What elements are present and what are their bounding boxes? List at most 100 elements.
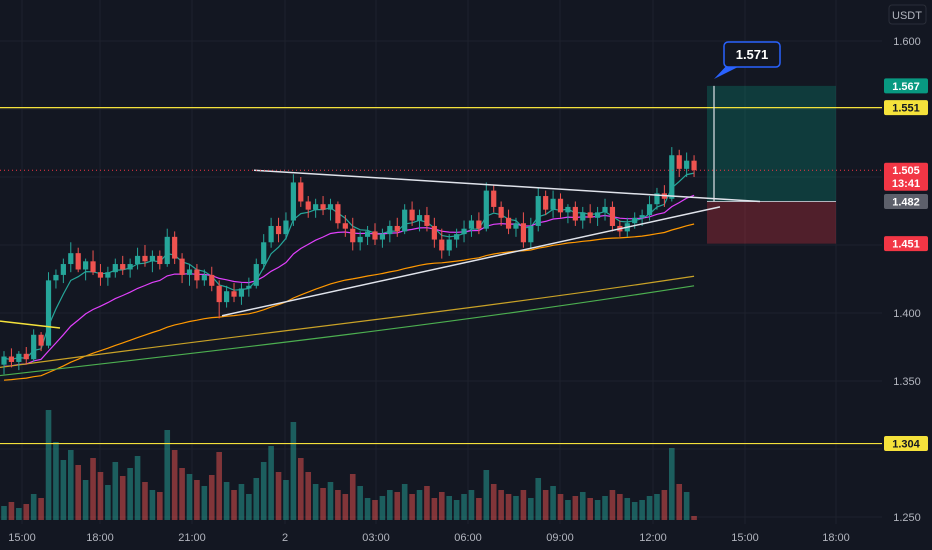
- price-tag-value-2: 1.505: [892, 165, 920, 177]
- candle-body-51: [379, 234, 386, 240]
- candle-body-60: [446, 239, 452, 251]
- volume-bar-87: [646, 496, 653, 520]
- volume-bar-57: [424, 486, 430, 520]
- moving-averages: [0, 172, 695, 381]
- candle-body-88: [654, 193, 660, 205]
- volume-bar-40: [298, 458, 304, 520]
- volume-bar-70: [520, 490, 527, 520]
- volume-bar-64: [476, 498, 482, 520]
- candle-body-16: [120, 264, 126, 270]
- candle-body-28: [209, 274, 215, 286]
- volume-bar-3: [23, 504, 30, 520]
- volume-bar-59: [438, 492, 445, 520]
- y-tick-label-0: 1.600: [893, 36, 921, 48]
- candle-body-79: [587, 212, 593, 218]
- volume-bar-17: [127, 468, 133, 520]
- candle-body-54: [402, 209, 408, 232]
- ema-long-line: [3, 223, 695, 381]
- price-axis[interactable]: USDT 1.600 1.400 1.350 1.250 1.567 1.551 1.505…: [882, 0, 932, 524]
- volume-bar-51: [379, 496, 386, 520]
- candle-body-15: [112, 264, 118, 273]
- x-tick-label-3: 2: [282, 532, 288, 544]
- trend-drawings[interactable]: [0, 169, 761, 329]
- price-tag-1: [884, 100, 928, 116]
- volume-bar-19: [142, 482, 148, 520]
- currency-badge[interactable]: [888, 4, 927, 25]
- horizontal-levels[interactable]: [0, 107, 882, 445]
- ema-mid-line: [3, 194, 695, 367]
- candle-body-38: [283, 220, 289, 235]
- candle-body-48: [357, 236, 363, 243]
- price-tag-value-1: 1.551: [892, 103, 920, 115]
- candle-body-78: [580, 212, 586, 221]
- long-position-box[interactable]: [707, 85, 836, 244]
- price-callout[interactable]: 1.571: [713, 41, 781, 202]
- candle-body-45: [335, 204, 341, 224]
- volume-bar-14: [105, 485, 111, 520]
- volume-bar-82: [609, 490, 616, 520]
- candle-body-50: [372, 231, 378, 240]
- volume-bar-12: [90, 458, 96, 520]
- volume-bar-27: [201, 486, 208, 520]
- volume-bar-22: [164, 430, 171, 520]
- volume-bar-66: [490, 484, 497, 520]
- volume-bar-2: [16, 508, 22, 520]
- candle-body-25: [186, 269, 193, 275]
- volume-bar-83: [617, 494, 623, 520]
- volume-bar-76: [565, 500, 571, 520]
- candle-body-65: [483, 190, 489, 229]
- candle-body-36: [268, 225, 274, 243]
- callout-value: 1.571: [736, 47, 769, 62]
- volume-bar-91: [676, 484, 683, 520]
- candle-body-41: [305, 201, 311, 210]
- volume-bar-38: [283, 480, 289, 520]
- volume-bar-73: [542, 490, 549, 520]
- candle-body-12: [90, 261, 96, 273]
- candle-body-8: [60, 264, 66, 275]
- volume-bar-26: [194, 480, 200, 520]
- volume-bar-6: [45, 410, 52, 520]
- time-axis[interactable]: 15:00 18:00 21:00 2 03:00 06:00 09:00 12:00 15:0…: [0, 524, 932, 550]
- candle-body-43: [320, 204, 326, 210]
- volume-bar-5: [38, 498, 44, 520]
- candle-body-68: [505, 217, 512, 229]
- candle-body-32: [238, 288, 245, 297]
- candle-body-74: [550, 198, 556, 210]
- candle-body-61: [454, 234, 460, 240]
- callout-box: [723, 41, 781, 68]
- volume-bar-78: [579, 492, 586, 520]
- volume-bar-32: [238, 484, 245, 520]
- candle-body-85: [632, 217, 638, 224]
- ema-slow-line: [0, 275, 695, 368]
- x-tick-label-5: 06:00: [454, 532, 482, 544]
- candle-body-52: [387, 225, 393, 235]
- volume-bar-80: [594, 500, 601, 520]
- candle-body-9: [68, 253, 74, 265]
- volume-bar-84: [624, 498, 631, 520]
- candle-body-63: [468, 220, 475, 229]
- volume-bar-44: [327, 482, 334, 520]
- price-tag-4: [884, 236, 928, 252]
- candle-body-31: [231, 291, 237, 297]
- volume-bar-53: [394, 492, 401, 520]
- candle-body-0: [1, 356, 7, 365]
- price-tag-value-4: 1.451: [892, 239, 920, 251]
- candle-body-92: [684, 160, 690, 169]
- volume-bar-24: [179, 468, 185, 520]
- volume-bar-89: [661, 490, 668, 520]
- volume-bar-71: [528, 498, 534, 520]
- candle-body-44: [327, 204, 334, 210]
- candle-body-42: [313, 204, 319, 210]
- resistance-trendline: [253, 169, 761, 203]
- volume-bar-68: [505, 494, 512, 520]
- support-trendline: [221, 206, 721, 317]
- candle-body-57: [424, 215, 430, 226]
- y-tick-label-3: 1.250: [893, 512, 921, 524]
- x-tick-label-6: 09:00: [546, 532, 574, 544]
- candle-body-58: [431, 225, 437, 240]
- volume-bar-52: [387, 490, 393, 520]
- candle-body-66: [491, 190, 497, 207]
- x-tick-label-1: 18:00: [86, 532, 114, 544]
